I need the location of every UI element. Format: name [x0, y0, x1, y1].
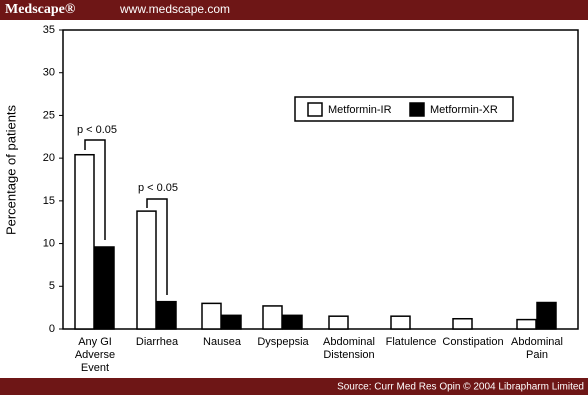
bar: [221, 314, 242, 330]
x-tick-label: Diarrhea: [135, 336, 179, 348]
bar: [94, 246, 115, 330]
y-axis-label: Percentage of patients: [3, 104, 18, 235]
x-tick-label: Abdominal Pain: [511, 336, 563, 361]
y-tick-label: 35: [43, 24, 55, 36]
bar: [536, 301, 557, 330]
x-tick-label: Abdominal Distension: [323, 336, 375, 361]
legend: [294, 96, 514, 122]
y-tick-label: 30: [43, 67, 55, 79]
bar: [390, 315, 411, 330]
bracket: [84, 139, 106, 240]
legend-swatch: [409, 102, 425, 117]
bar: [201, 302, 222, 330]
bar: [282, 314, 303, 330]
annotation: p < 0.05: [77, 124, 117, 136]
y-tick-label: 15: [43, 195, 55, 207]
url: www.medscape.com: [119, 2, 230, 16]
bracket: [146, 198, 168, 295]
x-tick-label: Constipation: [442, 336, 504, 348]
bar: [516, 318, 537, 330]
y-tick-label: 20: [43, 152, 55, 164]
x-tick-label: Dyspepsia: [257, 336, 309, 348]
y-tick-label: 0: [49, 323, 55, 335]
x-tick-label: Flatulence: [385, 336, 437, 348]
legend-label: Metformin-IR: [328, 104, 392, 116]
annotation: p < 0.05: [138, 182, 178, 194]
bar: [74, 153, 95, 330]
y-tick-label: 10: [43, 237, 55, 249]
bar: [262, 305, 283, 330]
source: Source: Curr Med Res Opin © 2004 Libraph…: [337, 382, 584, 393]
header-bar: [0, 0, 588, 20]
legend-swatch: [307, 102, 323, 117]
x-tick-label: Any GI Adverse Event: [74, 336, 116, 374]
plot-frame: [62, 29, 579, 330]
bar: [156, 300, 177, 330]
x-tick-label: Nausea: [203, 336, 241, 348]
legend-label: Metformin-XR: [430, 104, 498, 116]
brand: Medscape®: [5, 2, 76, 17]
bar: [328, 315, 349, 330]
y-tick-label: 5: [49, 280, 55, 292]
bar: [452, 317, 473, 330]
bar: [136, 210, 157, 330]
y-tick-label: 25: [43, 109, 55, 121]
footer-bar: [0, 378, 588, 395]
